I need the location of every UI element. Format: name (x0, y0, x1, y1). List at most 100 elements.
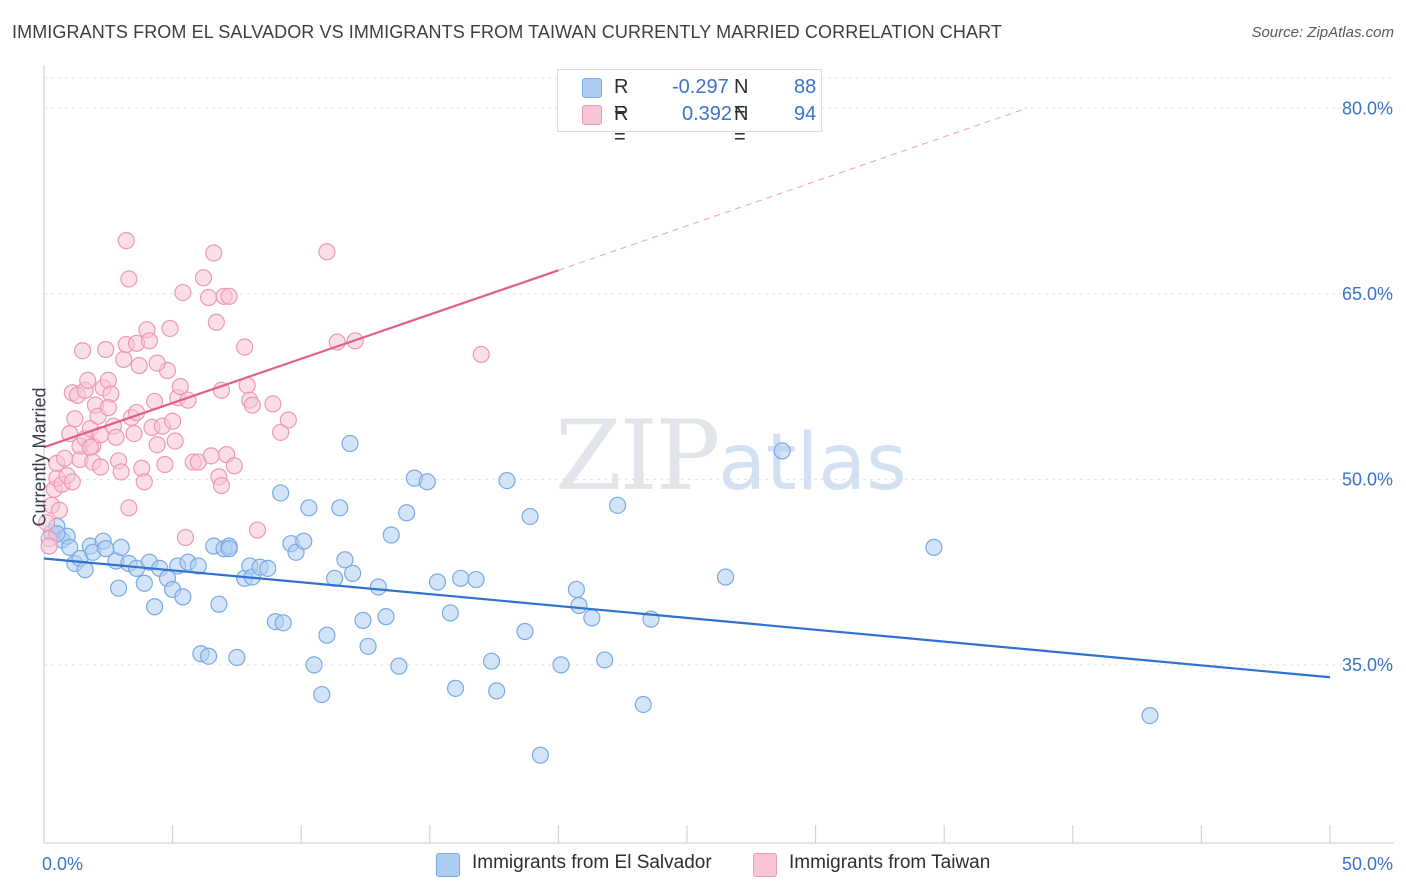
el-salvador-point (531, 746, 549, 764)
el-salvador-point (274, 614, 292, 632)
el-salvador-trendline (43, 557, 1331, 679)
taiwan-point (212, 476, 231, 495)
el-salvador-point (61, 538, 79, 556)
taiwan-point (200, 288, 218, 307)
watermark-zip: ZIP (555, 400, 720, 512)
el-salvador-point (482, 652, 501, 670)
taiwan-point (115, 350, 133, 368)
el-salvador-point (498, 471, 516, 490)
taiwan-point (164, 412, 182, 430)
el-salvador-point (76, 561, 94, 579)
taiwan-point (97, 340, 115, 359)
el-salvador-point (608, 496, 627, 514)
el-salvador-point (145, 598, 164, 616)
el-salvador-point (570, 596, 588, 615)
el-salvador-point (428, 573, 447, 591)
taiwan-point (264, 395, 282, 413)
x-tick-label: 50.0% (1342, 854, 1393, 874)
taiwan-point (212, 381, 231, 399)
taiwan-point (63, 473, 81, 491)
taiwan-point (120, 499, 138, 517)
taiwan-point (79, 371, 97, 390)
zipatlas-watermark: ZIPatlas (555, 400, 907, 512)
el-salvador-point (446, 679, 465, 697)
el-salvador-point (189, 557, 207, 575)
y-tick-label: 80.0% (1342, 98, 1393, 118)
taiwan-point (243, 396, 261, 414)
el-salvador-point (174, 588, 192, 606)
chart-source: Source: ZipAtlas.com (1251, 24, 1394, 41)
n-label: N = (734, 103, 749, 148)
el-salvador-point (925, 538, 943, 556)
el-salvador-point (390, 657, 408, 675)
el-salvador-point (418, 473, 436, 491)
taiwan-point (272, 423, 290, 441)
el-salvador-point (552, 656, 570, 674)
taiwan-point (66, 410, 84, 428)
taiwan-point (176, 528, 195, 547)
taiwan-point (120, 270, 138, 288)
legend-label: Immigrants from Taiwan (789, 852, 991, 873)
taiwan-point (148, 354, 166, 372)
taiwan-point (117, 232, 135, 250)
el-salvador-point (259, 559, 277, 578)
el-salvador-swatch (436, 853, 460, 877)
el-salvador-point (220, 540, 238, 558)
taiwan-point (225, 457, 243, 475)
y-tick-label: 65.0% (1342, 284, 1393, 304)
el-salvador-point (228, 648, 246, 667)
r-value: 0.392 (682, 103, 733, 125)
taiwan-point (99, 399, 117, 417)
taiwan-point (207, 313, 225, 331)
el-salvador-point (341, 434, 359, 453)
y-tick-label: 35.0% (1342, 655, 1393, 675)
taiwan-point (171, 377, 189, 396)
el-salvador-point (583, 609, 601, 627)
taiwan-point (248, 521, 267, 539)
y-tick-label: 50.0% (1342, 469, 1393, 489)
series-legend: Immigrants from El Salvador Immigrants f… (0, 851, 1406, 877)
el-salvador-point (354, 611, 372, 629)
taiwan-point (50, 501, 69, 519)
el-salvador-point (200, 647, 218, 665)
taiwan-trendline (43, 269, 559, 449)
el-salvador-point (135, 574, 153, 592)
el-salvador-point (382, 526, 400, 544)
taiwan-point (125, 424, 143, 443)
taiwan-trendline-extension (558, 107, 1027, 271)
el-salvador-point (112, 538, 130, 556)
el-salvador-point (567, 580, 586, 599)
el-salvador-point (336, 551, 354, 569)
el-salvador-point (295, 532, 313, 550)
taiwan-point (112, 463, 130, 481)
el-salvador-point (398, 504, 416, 522)
taiwan-point (148, 436, 166, 454)
taiwan-point (472, 345, 490, 364)
el-salvador-point (305, 656, 323, 674)
taiwan-point (279, 411, 297, 429)
taiwan-point (202, 447, 220, 465)
el-salvador-point (596, 651, 614, 669)
taiwan-swatch (582, 105, 602, 125)
watermark-atlas: atlas (718, 418, 907, 508)
el-salvador-point (369, 578, 387, 596)
taiwan-point (236, 338, 254, 356)
n-label: N = (734, 76, 749, 121)
el-salvador-point (313, 685, 331, 704)
el-salvador-point (634, 695, 652, 714)
taiwan-point (107, 428, 125, 446)
el-salvador-point (773, 442, 791, 460)
el-salvador-point (318, 626, 336, 644)
el-salvador-point (452, 569, 470, 587)
n-value: 94 (794, 103, 817, 125)
el-salvador-point (359, 637, 377, 655)
el-salvador-point (210, 595, 228, 613)
el-salvador-point (716, 568, 735, 586)
taiwan-point (130, 356, 148, 375)
taiwan-point (135, 473, 153, 491)
r-value: -0.297 (672, 76, 729, 98)
el-salvador-point (521, 507, 539, 526)
el-salvador-point (272, 484, 290, 502)
taiwan-point (73, 342, 92, 360)
